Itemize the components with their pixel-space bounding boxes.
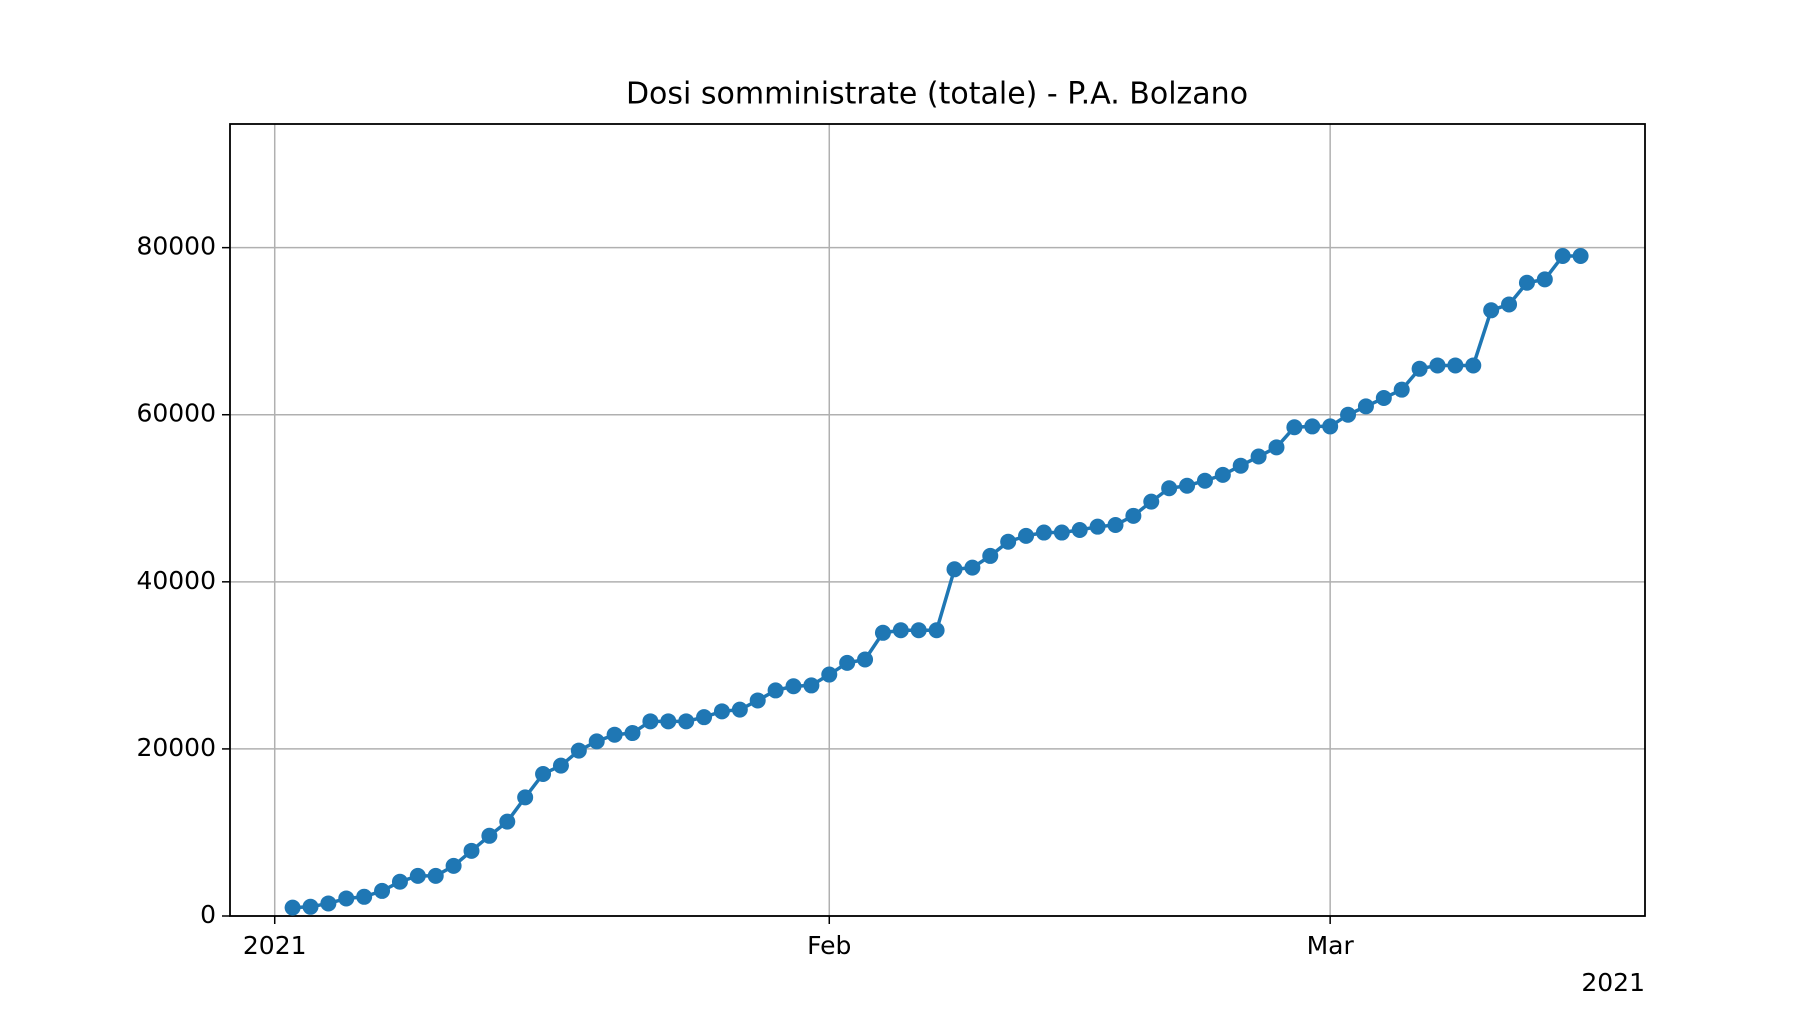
- marker: [302, 898, 319, 915]
- marker: [1035, 524, 1052, 541]
- y-tick-label: 0: [200, 900, 216, 929]
- marker: [1357, 398, 1374, 415]
- marker: [1232, 457, 1249, 474]
- marker: [1125, 507, 1142, 524]
- marker: [338, 890, 355, 907]
- marker: [1250, 448, 1267, 465]
- marker: [678, 713, 695, 730]
- marker: [1447, 357, 1464, 374]
- marker: [713, 703, 730, 720]
- marker: [1518, 274, 1535, 291]
- marker: [284, 899, 301, 916]
- marker: [1340, 406, 1357, 423]
- marker: [588, 733, 605, 750]
- marker: [409, 867, 426, 884]
- marker: [570, 742, 587, 759]
- marker: [552, 757, 569, 774]
- marker: [910, 622, 927, 639]
- marker: [1107, 517, 1124, 534]
- marker: [481, 827, 498, 844]
- marker: [874, 624, 891, 641]
- marker: [1572, 248, 1589, 264]
- marker: [821, 666, 838, 683]
- marker: [1053, 524, 1070, 541]
- marker: [1465, 357, 1482, 374]
- marker: [1071, 522, 1088, 539]
- marker: [1179, 477, 1196, 494]
- marker: [1000, 533, 1017, 550]
- marker: [445, 857, 462, 874]
- marker: [517, 789, 534, 806]
- marker: [624, 725, 641, 742]
- marker: [374, 882, 391, 899]
- x-tick-label: 2021: [243, 931, 307, 960]
- marker: [1322, 418, 1339, 435]
- marker: [1411, 360, 1428, 377]
- marker: [535, 765, 552, 782]
- marker: [391, 873, 408, 890]
- plot-frame: [229, 123, 1646, 917]
- marker: [1393, 381, 1410, 398]
- marker: [427, 867, 444, 884]
- marker: [1196, 472, 1213, 489]
- marker: [1536, 271, 1553, 288]
- marker: [1286, 419, 1303, 436]
- x-offset-label: 2021: [1581, 968, 1645, 997]
- marker: [1161, 480, 1178, 497]
- y-tick-label: 20000: [136, 733, 216, 762]
- marker: [1214, 466, 1231, 483]
- marker: [1554, 248, 1571, 264]
- marker: [946, 561, 963, 578]
- marker: [1089, 518, 1106, 535]
- marker: [803, 677, 820, 694]
- marker: [499, 813, 516, 830]
- marker: [1018, 527, 1035, 544]
- marker: [1429, 357, 1446, 374]
- marker: [982, 547, 999, 564]
- marker: [1483, 302, 1500, 319]
- y-tick-label: 80000: [136, 232, 216, 261]
- y-tick-label: 60000: [136, 399, 216, 428]
- marker: [1304, 418, 1321, 435]
- marker: [1375, 390, 1392, 407]
- marker: [857, 651, 874, 668]
- chart-title: Dosi somministrate (totale) - P.A. Bolza…: [626, 77, 1248, 112]
- marker: [642, 713, 659, 730]
- marker: [1268, 439, 1285, 456]
- marker: [785, 678, 802, 695]
- marker: [928, 622, 945, 639]
- marker: [964, 559, 981, 576]
- marker: [892, 622, 909, 639]
- marker: [731, 701, 748, 718]
- y-tick-label: 40000: [136, 566, 216, 595]
- marker: [356, 888, 373, 905]
- marker: [320, 895, 337, 912]
- marker: [1501, 296, 1518, 313]
- marker: [463, 842, 480, 859]
- marker: [696, 709, 713, 726]
- x-tick-label: Mar: [1307, 931, 1355, 960]
- marker: [660, 713, 677, 730]
- marker: [767, 682, 784, 699]
- marker: [839, 654, 856, 671]
- marker: [606, 726, 623, 743]
- marker: [1143, 493, 1160, 510]
- marker: [749, 692, 766, 709]
- x-tick-label: Feb: [807, 931, 851, 960]
